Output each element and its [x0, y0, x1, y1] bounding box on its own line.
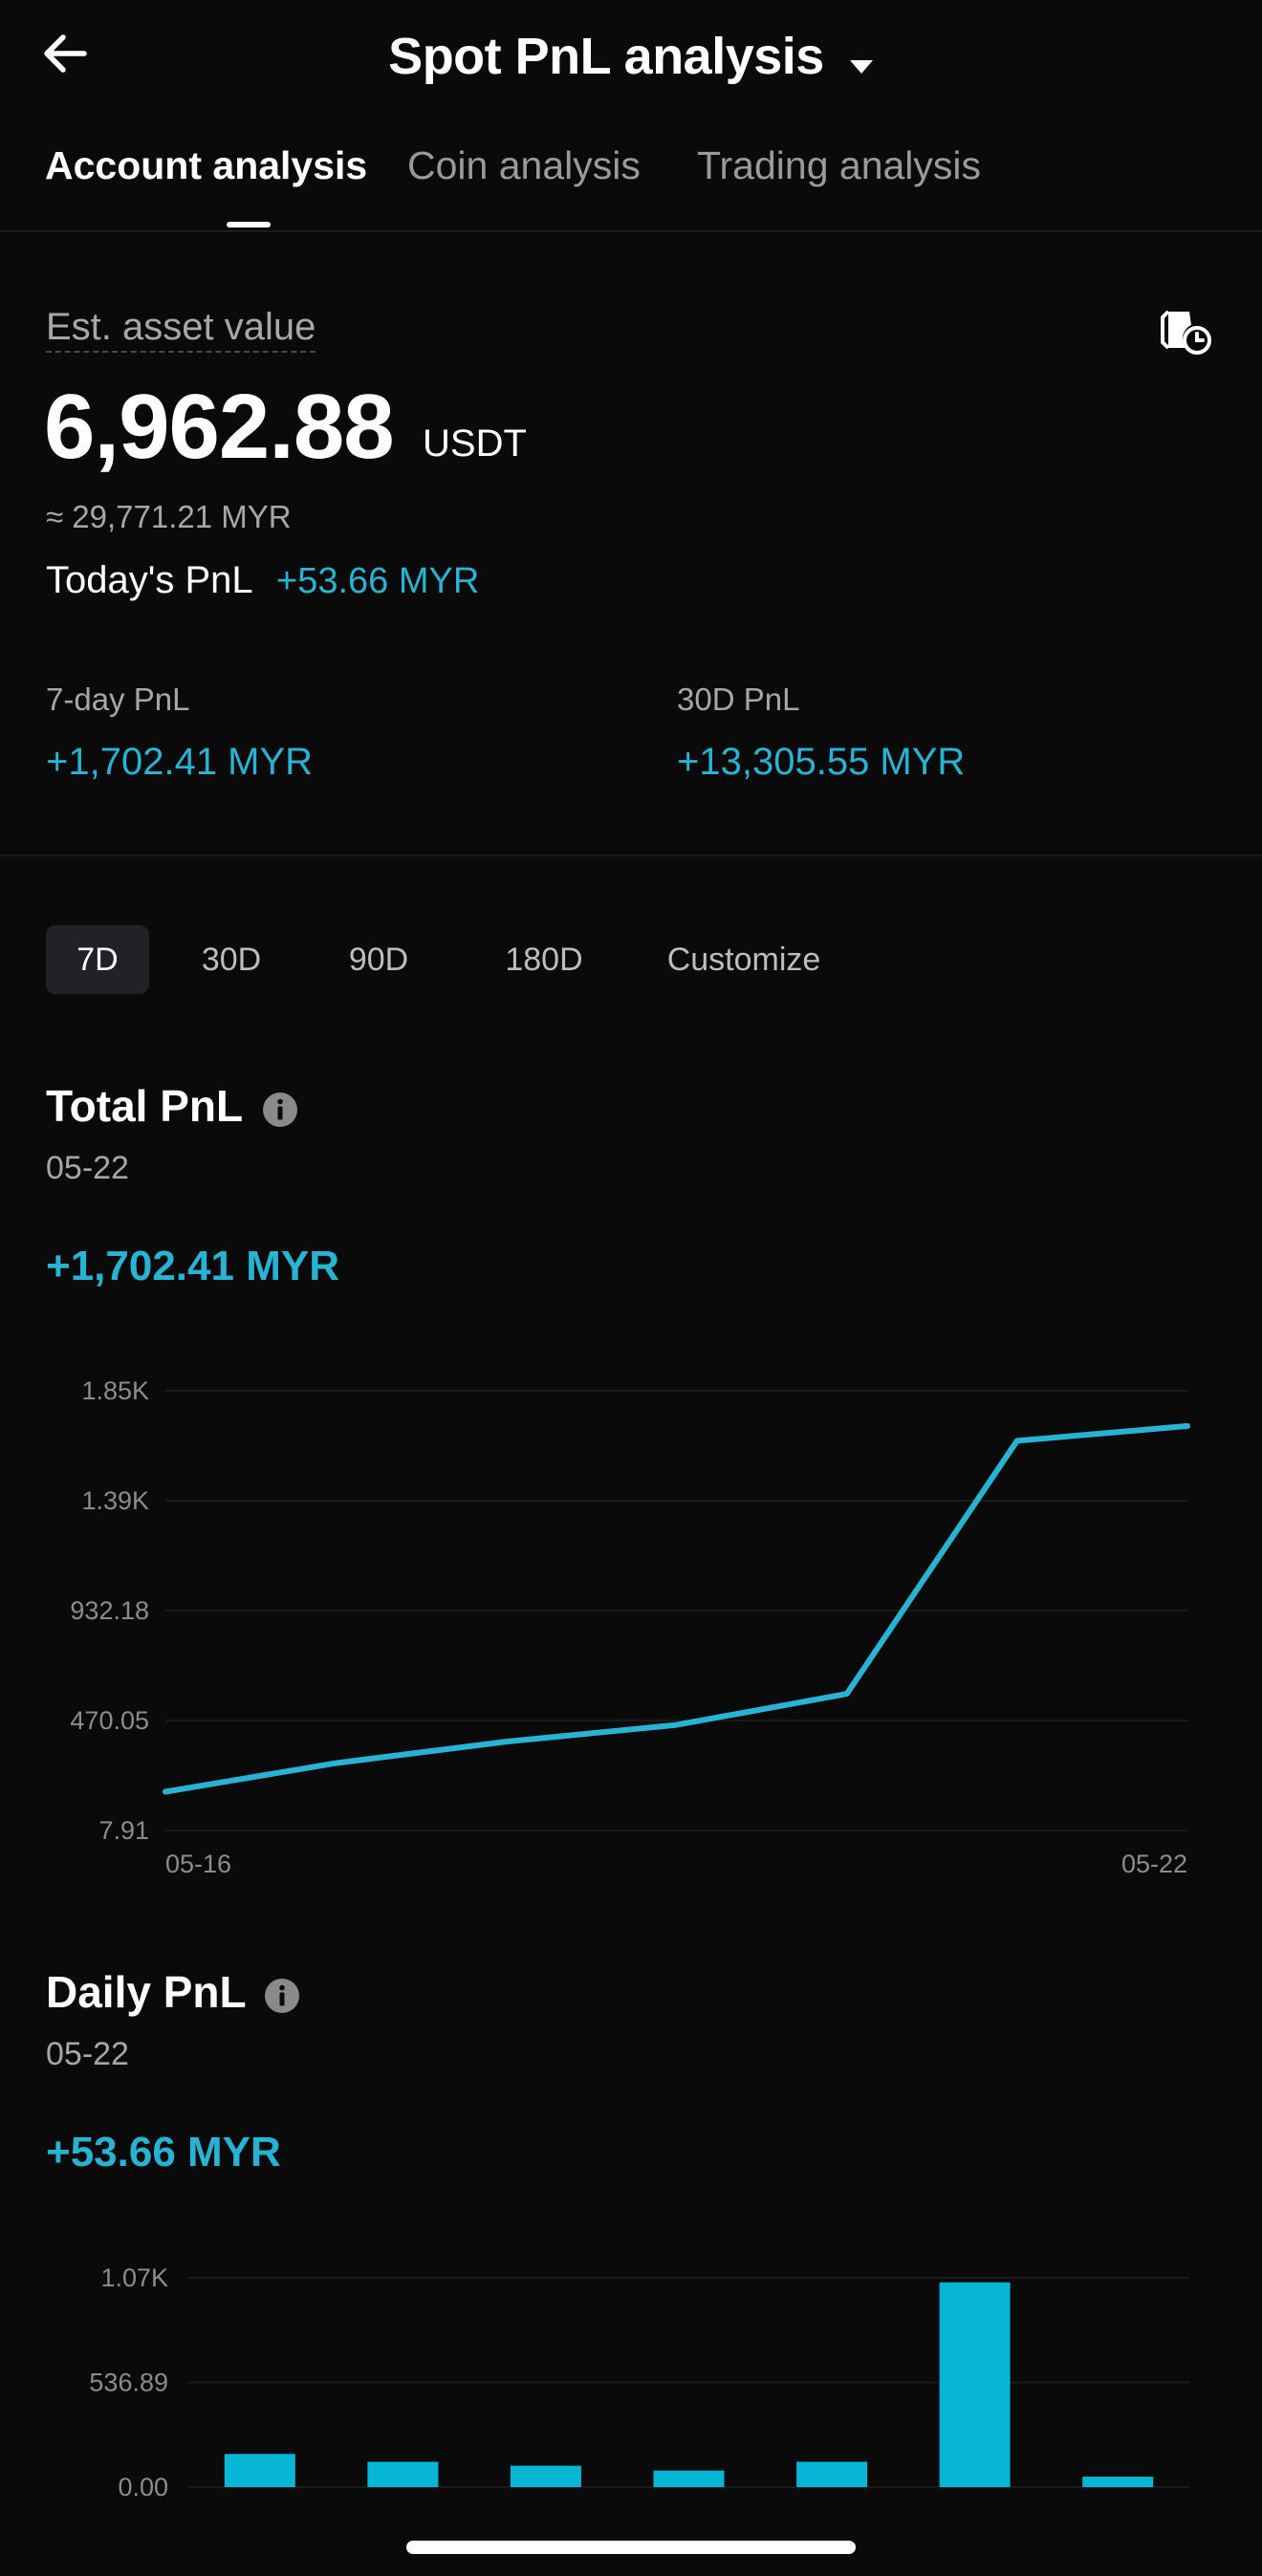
daily-pnl-bar	[224, 2454, 295, 2487]
todays-pnl-value: +53.66 MYR	[276, 561, 480, 601]
summary-divider	[0, 855, 1262, 856]
range-customize-button[interactable]: Customize	[666, 942, 821, 978]
asset-value: 6,962.88	[44, 376, 395, 478]
back-button[interactable]	[38, 25, 105, 82]
daily-pnl-bar	[367, 2461, 439, 2487]
daily-pnl-title: Daily PnL	[46, 1967, 247, 2017]
home-indicator	[406, 2541, 856, 2554]
info-icon[interactable]	[262, 1092, 298, 1128]
active-tab-indicator	[227, 222, 271, 227]
app-header: Spot PnL analysis	[0, 0, 1262, 119]
range-7d-button[interactable]: 7D	[46, 925, 149, 994]
caret-down-icon	[849, 57, 874, 81]
daily-pnl-bar	[510, 2465, 581, 2487]
x-tick-label: 05-22	[1121, 1850, 1187, 1878]
daily-pnl-bar	[1082, 2477, 1154, 2487]
title-dropdown[interactable]: Spot PnL analysis	[0, 27, 1262, 86]
daily-pnl-bar	[796, 2461, 868, 2487]
y-tick-label: 1.39K	[81, 1486, 149, 1515]
daily-pnl-chart[interactable]: 1.07K 536.89 0.00	[0, 2246, 1262, 2504]
daily-pnl-bar	[653, 2470, 725, 2487]
history-clock-icon[interactable]	[1159, 304, 1212, 357]
x-tick-label: 05-16	[165, 1850, 231, 1878]
y-tick-label: 470.05	[70, 1706, 149, 1735]
tabs-divider	[0, 230, 1262, 232]
tab-trading-analysis[interactable]: Trading analysis	[697, 143, 982, 187]
total-pnl-value: +1,702.41 MYR	[46, 1243, 339, 1289]
y-tick-label: 7.91	[98, 1816, 149, 1845]
pnl-7d-label: 7-day PnL	[46, 682, 190, 717]
y-tick-label: 1.07K	[100, 2263, 168, 2292]
range-180d-button[interactable]: 180D	[505, 942, 583, 978]
range-30d-button[interactable]: 30D	[201, 942, 262, 978]
total-pnl-line	[163, 1422, 1190, 1795]
daily-pnl-bar	[939, 2282, 1011, 2487]
todays-pnl-label: Today's PnL	[46, 559, 253, 601]
page-title: Spot PnL analysis	[388, 28, 824, 85]
arrow-left-icon	[44, 34, 87, 73]
fiat-equivalent: ≈ 29,771.21 MYR	[46, 499, 292, 534]
y-tick-label: 1.85K	[81, 1376, 149, 1405]
est-asset-value-label[interactable]: Est. asset value	[46, 306, 316, 353]
tab-coin-analysis[interactable]: Coin analysis	[407, 143, 641, 187]
total-pnl-title: Total PnL	[46, 1081, 244, 1131]
range-90d-button[interactable]: 90D	[348, 942, 409, 978]
pnl-7d-value: +1,702.41 MYR	[46, 741, 314, 783]
asset-unit: USDT	[423, 422, 527, 465]
total-pnl-chart[interactable]: 1.85K 1.39K 932.18 470.05 7.91 05-16 05-22	[0, 1338, 1262, 1893]
daily-pnl-date: 05-22	[46, 2036, 129, 2072]
pnl-30d-value: +13,305.55 MYR	[677, 741, 966, 783]
y-tick-label: 536.89	[89, 2369, 168, 2397]
y-tick-label: 932.18	[70, 1596, 149, 1625]
y-tick-label: 0.00	[118, 2473, 168, 2501]
info-icon[interactable]	[264, 1978, 300, 2014]
pnl-30d-label: 30D PnL	[677, 682, 800, 717]
total-pnl-date: 05-22	[46, 1150, 129, 1186]
daily-pnl-value: +53.66 MYR	[46, 2129, 281, 2176]
tab-account-analysis[interactable]: Account analysis	[45, 143, 368, 187]
